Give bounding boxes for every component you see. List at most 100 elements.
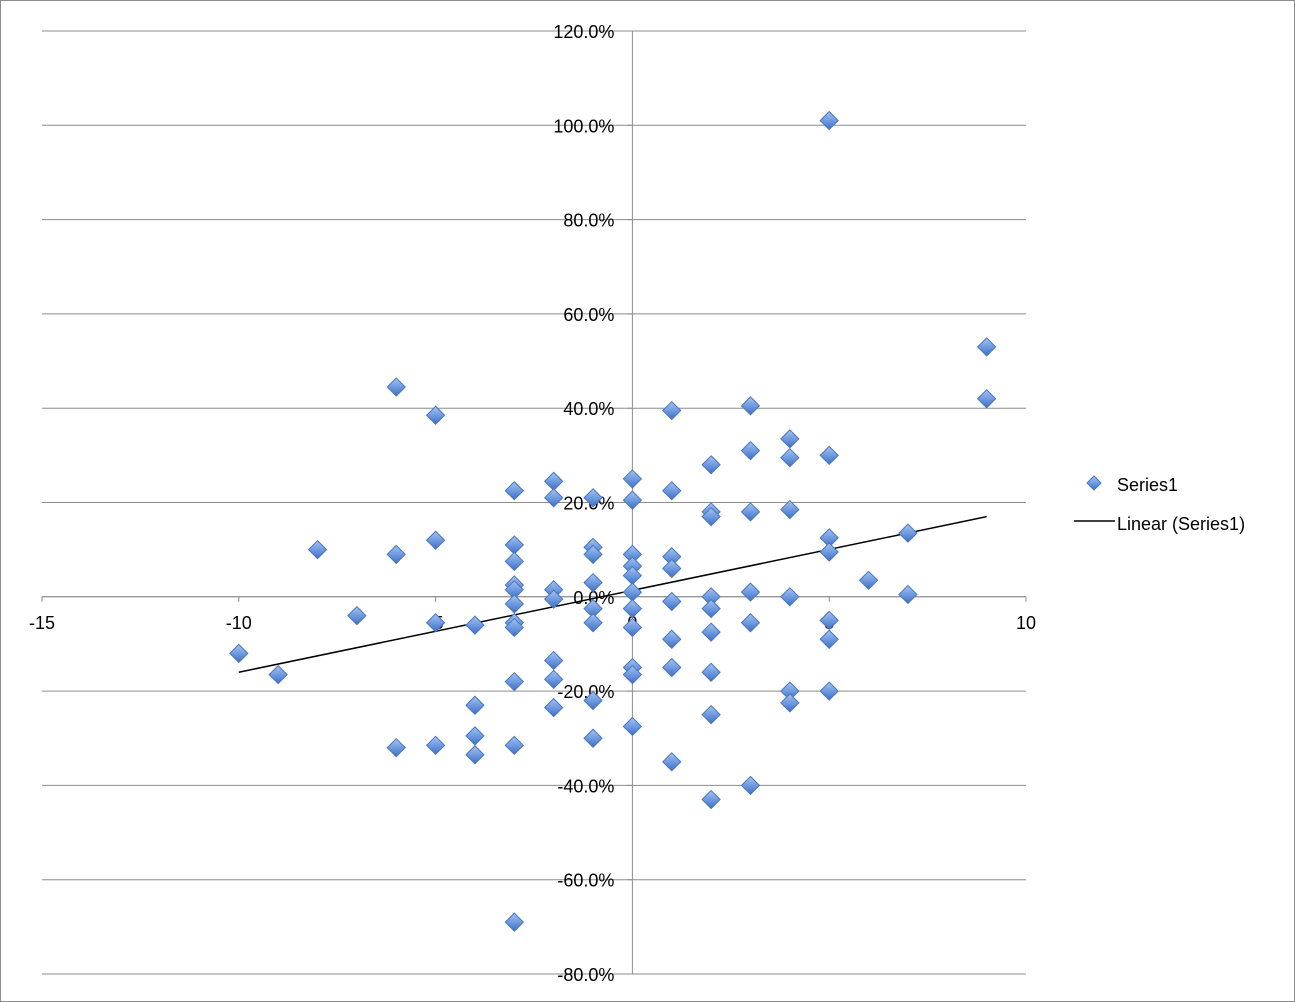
data-point [701,789,721,810]
y-tick-label: 60.0% [563,305,614,325]
data-point [465,726,485,746]
y-tick-label: 100.0% [553,116,614,136]
data-point [701,704,721,725]
data-point [583,690,603,711]
data-point [543,589,564,609]
data-point [701,455,721,475]
data-point [504,735,525,756]
data-point [662,481,682,501]
data-point [504,551,525,572]
legend: Series1 Linear (Series1) [1074,475,1245,534]
data-point [662,591,682,612]
data-point [543,669,564,690]
data-point [307,539,328,560]
data-point [819,110,839,131]
x-tick-label: 10 [1016,613,1036,633]
data-point [858,570,879,591]
data-point [976,389,997,409]
data-point [819,542,839,562]
data-point [740,582,761,602]
data-point [740,440,761,461]
data-point [819,610,839,631]
data-point [622,469,643,489]
legend-series1-label: Series1 [1117,475,1178,495]
data-point [740,502,761,522]
x-tick-label: -10 [226,613,252,633]
data-point [386,377,406,397]
gridlines [42,30,1026,975]
data-point [701,598,721,619]
data-point [504,481,525,501]
data-point [465,615,485,635]
data-point [543,697,564,718]
data-point [229,643,249,664]
legend-series1-marker [1086,475,1102,491]
data-point [622,582,643,602]
data-point [386,544,406,565]
y-tick-labels: 120.0%100.0%80.0%60.0%40.0%20.0%0.0%-20.… [553,22,614,985]
data-point [701,506,721,527]
data-point [662,657,682,678]
data-point [347,605,367,626]
data-point [543,650,564,671]
data-point [543,471,564,491]
data-point [583,728,603,748]
data-point [780,693,800,713]
data-point [583,544,603,565]
data-point [583,613,603,633]
data-point [819,445,839,466]
data-point [622,664,643,685]
data-point [465,745,485,765]
x-tick-label: -15 [29,613,55,633]
data-point [504,535,525,555]
data-point [740,775,761,796]
y-tick-label: 40.0% [563,399,614,419]
data-point [504,912,525,932]
data-point [583,488,603,508]
legend-diamond-icon [1086,475,1102,491]
data-point [898,584,918,605]
data-point [622,490,643,510]
data-point [386,737,406,758]
data-point [740,613,761,633]
x-tick-labels: -15-10-50510 [29,613,1036,633]
data-point [662,558,682,579]
data-point [662,400,682,421]
data-point [780,587,800,607]
data-point [504,671,525,692]
data-point [425,735,446,756]
y-tick-label: -60.0% [557,871,614,891]
data-point [819,629,839,649]
legend-trendline-label: Linear (Series1) [1117,514,1245,534]
data-point [780,429,800,449]
data-point [465,695,485,715]
y-tick-label: -40.0% [557,776,614,796]
data-point [583,572,603,593]
data-point [701,662,721,682]
data-point [780,499,800,520]
trendline-group [238,515,987,673]
data-point [425,613,446,633]
data-point [701,622,721,642]
y-tick-label: 120.0% [553,22,614,42]
data-point [819,681,839,701]
y-tick-label: -20.0% [557,682,614,702]
data-point [268,664,288,685]
data-point [622,617,643,638]
data-point [662,752,682,772]
data-point [622,598,643,619]
trendline [238,515,987,673]
data-point [504,594,525,614]
data-point [504,617,525,638]
y-tick-label: 80.0% [563,211,614,231]
data-point [976,337,997,357]
series1-points [229,110,997,932]
data-point [740,396,761,416]
data-point [425,405,446,425]
data-point [662,629,682,649]
data-point [425,530,446,550]
data-point [780,448,800,468]
y-tick-label: -80.0% [557,965,614,985]
